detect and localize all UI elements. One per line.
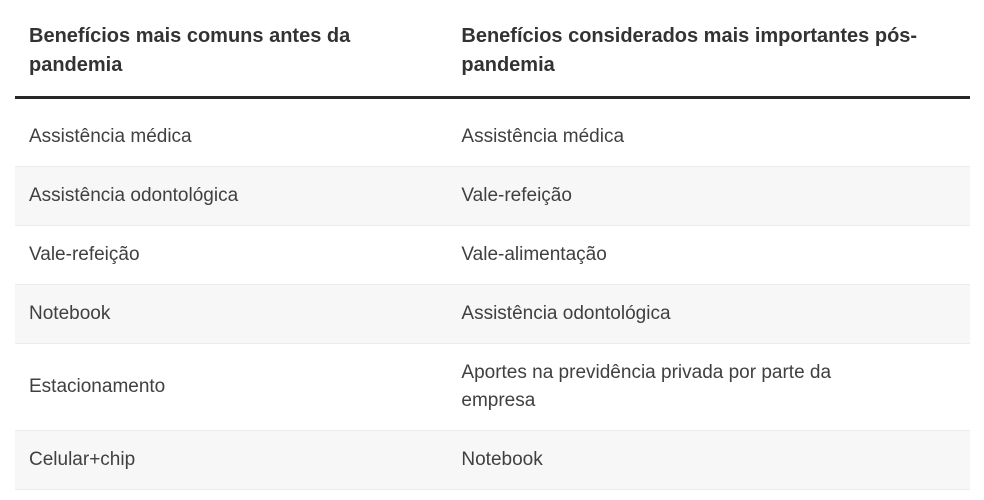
cell-before-pandemic: Vale-refeição — [29, 244, 140, 265]
table-row: Notebook Assistência odontológica — [15, 284, 970, 344]
cell-post-pandemic: Vale-alimentação — [461, 244, 607, 265]
column-header-before-pandemic: Benefícios mais comuns antes da pandemia — [15, 22, 448, 99]
cell-before-pandemic: Notebook — [29, 303, 111, 324]
table-row: Vale-refeição Vale-alimentação — [15, 225, 970, 285]
cell-post-pandemic: Assistência médica — [461, 126, 625, 147]
cell-post-pandemic: Assistência odontológica — [461, 303, 671, 324]
column-header-before-pandemic-label: Benefícios mais comuns antes da pandemia — [29, 25, 351, 76]
cell-post-pandemic: Notebook — [461, 449, 543, 470]
table-row: Assistência odontológica Vale-refeição — [15, 166, 970, 226]
cell-before-pandemic: Estacionamento — [29, 376, 166, 397]
cell-before-pandemic: Assistência médica — [29, 126, 192, 147]
table-row: Estacionamento Aportes na previdência pr… — [15, 343, 970, 431]
cell-post-pandemic: Vale-refeição — [461, 185, 572, 206]
cell-before-pandemic: Celular+chip — [29, 449, 136, 470]
table-row: Celular+chip Notebook — [15, 430, 970, 490]
cell-before-pandemic: Assistência odontológica — [29, 185, 239, 206]
column-header-post-pandemic: Benefícios considerados mais importantes… — [447, 22, 970, 99]
header-row: Benefícios mais comuns antes da pandemia… — [15, 22, 970, 99]
cell-post-pandemic: Aportes na previdência privada por parte… — [461, 362, 832, 411]
column-header-post-pandemic-label: Benefícios considerados mais importantes… — [461, 25, 918, 76]
benefits-comparison-table: Benefícios mais comuns antes da pandemia… — [15, 22, 970, 490]
table-row: Assistência médica Assistência médica — [15, 97, 970, 167]
